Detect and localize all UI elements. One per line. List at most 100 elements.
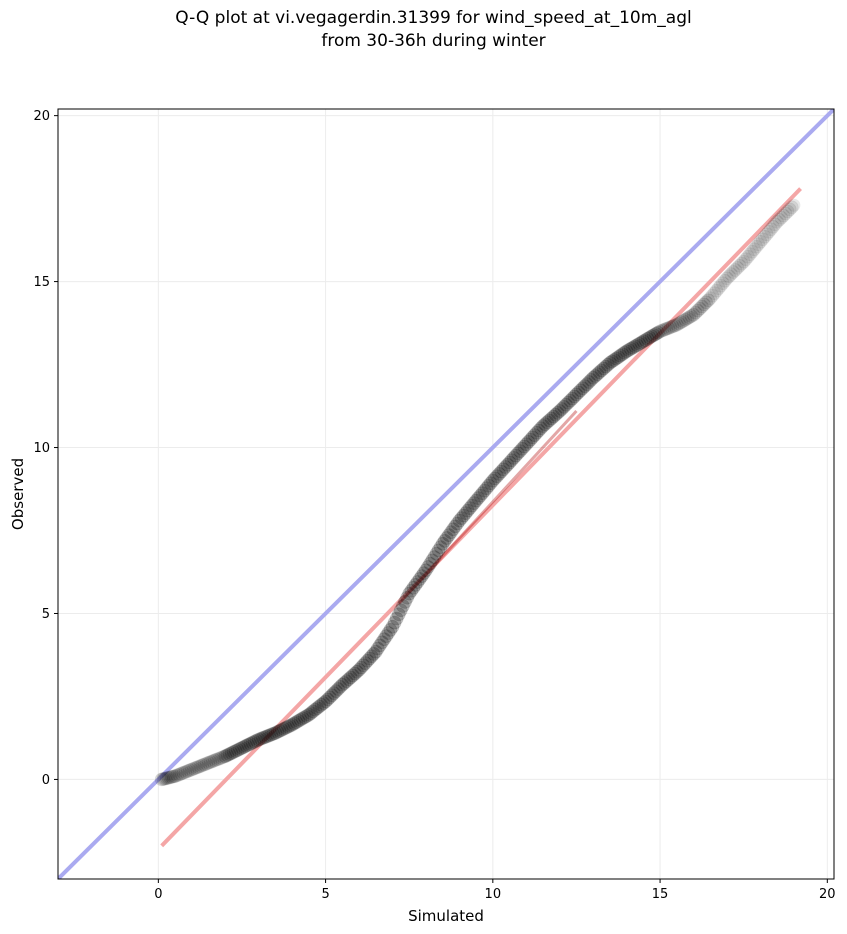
qq-point-145 (454, 511, 469, 525)
qq-point-233 (638, 333, 653, 348)
qq-point-292 (761, 224, 776, 239)
qq-point-163 (492, 466, 507, 481)
qq-point-232 (636, 334, 651, 349)
qq-point-38 (230, 743, 245, 757)
qq-point-41 (237, 740, 252, 754)
qq-point-280 (736, 254, 751, 269)
qq-point-175 (517, 439, 532, 454)
qq-point-35 (224, 746, 239, 760)
qq-point-247 (667, 318, 682, 333)
qq-point-167 (500, 457, 515, 472)
qq-point-134 (431, 543, 446, 558)
qq-point-23 (199, 756, 214, 771)
qq-point-94 (347, 666, 362, 681)
y-tick-label-1: 5 (42, 607, 50, 622)
grid (58, 109, 834, 879)
qq-point-19 (191, 760, 206, 774)
chart-title-line-2: from 30-36h during winter (321, 31, 546, 51)
qq-point-32 (218, 749, 233, 764)
qq-point-153 (471, 491, 486, 506)
qq-point-83 (324, 688, 339, 703)
qq-point-4 (161, 770, 176, 785)
qq-point-176 (519, 437, 534, 452)
qq-point-135 (433, 540, 448, 554)
qq-point-138 (439, 531, 454, 545)
qq-point-52 (260, 729, 275, 744)
qq-point-30 (214, 751, 229, 765)
qq-point-47 (249, 733, 264, 748)
qq-point-293 (764, 222, 778, 237)
qq-point-286 (749, 239, 764, 254)
qq-point-59 (274, 723, 289, 737)
qq-point-64 (285, 717, 300, 732)
y-tick-label-2: 10 (33, 441, 50, 456)
qq-point-252 (678, 312, 693, 327)
qq-point-29 (212, 751, 226, 766)
qq-point-189 (546, 409, 561, 424)
qq-point-190 (548, 407, 563, 422)
qq-point-150 (464, 498, 479, 513)
qq-point-287 (751, 237, 766, 252)
qq-point-45 (245, 735, 260, 750)
qq-point-15 (182, 763, 197, 778)
qq-point-16 (184, 762, 199, 777)
qq-point-242 (657, 322, 672, 337)
qq-point-302 (782, 202, 797, 217)
qq-point-129 (421, 560, 435, 574)
qq-point-13 (178, 765, 193, 779)
qq-point-281 (738, 252, 753, 267)
qq-point-9 (170, 768, 185, 783)
qq-point-166 (498, 460, 513, 474)
qq-point-178 (523, 432, 538, 447)
qq-point-270 (715, 276, 730, 291)
qq-point-62 (281, 719, 295, 734)
qq-point-274 (724, 267, 738, 282)
qq-point-152 (469, 493, 484, 508)
qq-point-68 (293, 712, 308, 727)
qq-point-88 (335, 677, 350, 692)
qq-point-204 (577, 379, 592, 394)
qq-point-112 (385, 619, 400, 634)
qq-point-55 (266, 726, 281, 741)
qq-point-291 (759, 227, 774, 242)
qq-point-56 (268, 726, 283, 740)
qq-point-87 (333, 680, 348, 694)
qq-point-141 (446, 522, 461, 537)
qq-point-75 (308, 702, 323, 717)
qq-point-133 (429, 546, 444, 561)
qq-point-224 (619, 344, 634, 359)
qq-point-110 (381, 626, 396, 640)
qq-point-74 (306, 704, 320, 719)
qq-point-130 (423, 556, 438, 571)
qq-point-79 (316, 696, 331, 710)
qq-point-300 (778, 206, 793, 221)
qq-point-71 (299, 709, 314, 723)
qq-point-21 (195, 758, 210, 773)
qq-point-84 (326, 686, 341, 700)
qq-point-209 (588, 369, 603, 383)
qq-point-155 (475, 486, 490, 501)
qq-point-208 (586, 370, 601, 385)
qq-point-149 (462, 501, 477, 516)
qq-point-299 (776, 208, 791, 223)
qq-point-206 (582, 375, 596, 389)
qq-point-140 (444, 525, 458, 540)
qq-point-277 (730, 260, 745, 275)
qq-point-158 (481, 478, 496, 493)
qq-point-147 (458, 506, 473, 520)
qq-point-22 (197, 757, 212, 772)
qq-point-126 (414, 569, 429, 583)
x-tick-label-1: 5 (321, 887, 329, 902)
qq-point-121 (404, 583, 419, 598)
qq-point-39 (232, 742, 247, 756)
qq-point-109 (379, 629, 394, 643)
qq-point-171 (508, 448, 523, 463)
qq-point-198 (565, 391, 580, 406)
qq-point-122 (406, 580, 421, 595)
qq-point-90 (339, 674, 354, 688)
qq-point-50 (255, 731, 270, 745)
qq-point-34 (222, 747, 237, 761)
qq-point-40 (235, 741, 249, 755)
qq-point-111 (383, 623, 398, 637)
y-tick-label-3: 15 (33, 275, 50, 290)
